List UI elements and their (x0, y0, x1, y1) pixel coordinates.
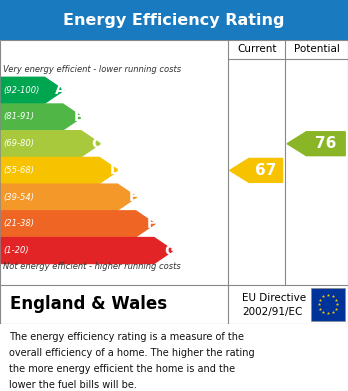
Text: (81-91): (81-91) (3, 113, 34, 122)
Text: A: A (55, 83, 66, 97)
Text: 2002/91/EC: 2002/91/EC (242, 307, 302, 317)
Polygon shape (287, 132, 345, 156)
Bar (311, 288, 345, 321)
Text: EU Directive: EU Directive (242, 293, 306, 303)
Text: Very energy efficient - lower running costs: Very energy efficient - lower running co… (3, 65, 181, 74)
Polygon shape (230, 158, 283, 182)
Text: overall efficiency of a home. The higher the rating: overall efficiency of a home. The higher… (9, 348, 254, 358)
Text: Current: Current (237, 45, 276, 54)
Text: the more energy efficient the home is and the: the more energy efficient the home is an… (9, 364, 235, 374)
Text: Not energy efficient - higher running costs: Not energy efficient - higher running co… (3, 262, 181, 271)
Text: England & Wales: England & Wales (10, 295, 168, 313)
Text: B: B (73, 110, 84, 124)
Text: (39-54): (39-54) (3, 193, 34, 202)
Polygon shape (1, 77, 64, 103)
Text: C: C (92, 137, 102, 151)
Text: The energy efficiency rating is a measure of the: The energy efficiency rating is a measur… (9, 332, 244, 342)
Polygon shape (1, 211, 155, 237)
Polygon shape (1, 104, 82, 130)
Text: (21-38): (21-38) (3, 219, 34, 228)
Polygon shape (1, 184, 137, 210)
Polygon shape (1, 131, 100, 157)
Text: F: F (147, 217, 156, 231)
Polygon shape (1, 238, 173, 264)
Text: 67: 67 (255, 163, 276, 178)
Text: (55-68): (55-68) (3, 166, 34, 175)
Text: E: E (128, 190, 138, 204)
Polygon shape (1, 158, 119, 183)
Text: 76: 76 (315, 136, 337, 151)
Text: Potential: Potential (294, 45, 340, 54)
Text: (1-20): (1-20) (3, 246, 29, 255)
Text: (69-80): (69-80) (3, 139, 34, 148)
Text: Energy Efficiency Rating: Energy Efficiency Rating (63, 13, 285, 28)
Text: D: D (109, 163, 121, 178)
Text: (92-100): (92-100) (3, 86, 40, 95)
Text: lower the fuel bills will be.: lower the fuel bills will be. (9, 380, 136, 390)
Text: G: G (164, 244, 175, 258)
